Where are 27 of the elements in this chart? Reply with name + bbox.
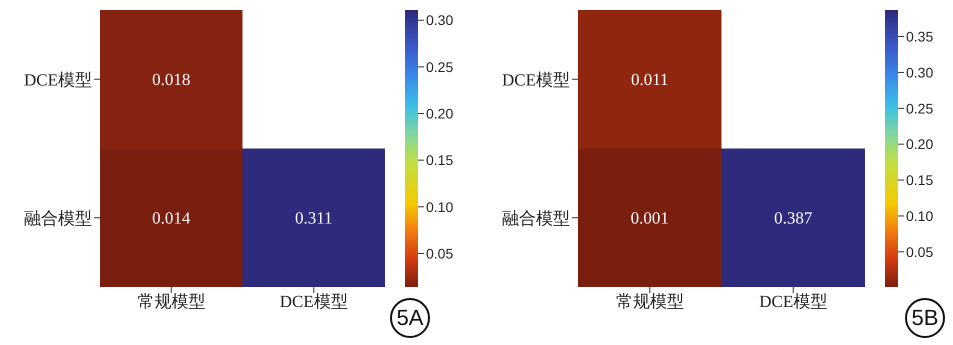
color-bar-label: 0.25 [906,100,934,116]
color-bar-label: 0.10 [906,208,934,224]
x-tick-label: 常规模型 [137,292,206,312]
data-label: 0.001 [630,208,669,228]
text: 5A [396,305,424,331]
data-label: 0.311 [294,208,333,228]
x-tick-label: DCE模型 [280,292,348,312]
y-tick-label: 融合模型 [24,208,92,228]
color-bar-label: 0.30 [426,12,454,28]
color-bar-label: 0.15 [426,152,454,168]
data-label: 0.018 [152,70,190,89]
color-bar-label: 0.25 [426,58,454,75]
text: 5B [912,305,938,331]
color-bar-label: 0.15 [906,172,934,188]
color-bar-label: 0.30 [906,64,934,80]
color-bar-label: 0.20 [426,105,454,122]
data-label: 0.011 [630,70,669,89]
color-bar-label: 0.20 [906,136,934,152]
y-tick-label: 融合模型 [502,208,570,228]
color-bar-label: 0.05 [426,245,454,262]
x-tick-label: DCE模型 [759,292,828,312]
color-bar-label: 0.10 [426,198,454,215]
data-label: 0.014 [152,208,191,228]
color-bar-label: 0.35 [906,28,934,45]
x-tick-label: 常规模型 [616,292,684,312]
color-bar-label: 0.05 [906,244,934,260]
data-label: 0.387 [774,208,813,228]
